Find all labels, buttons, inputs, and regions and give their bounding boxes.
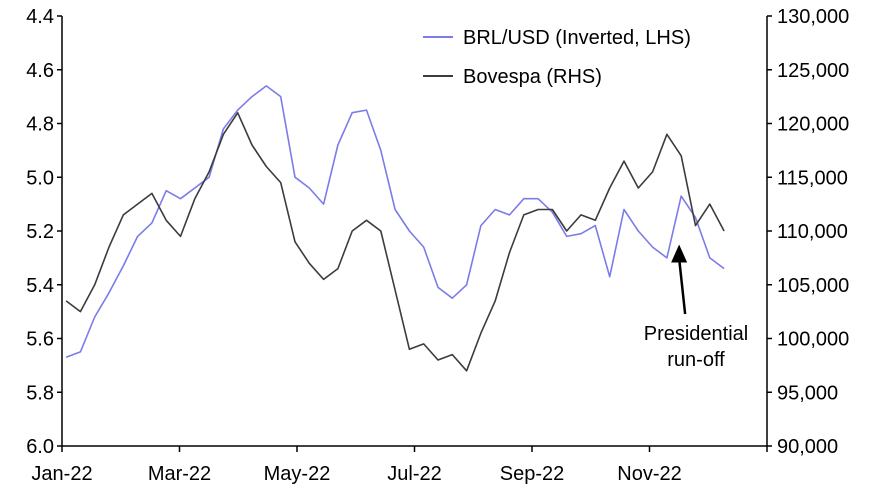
left-tick-label: 5.4 (26, 275, 54, 297)
x-tick-label: Jul-22 (387, 463, 441, 485)
annotation-text: Presidential (644, 323, 749, 345)
left-tick-label: 4.8 (26, 114, 54, 136)
bovespa-series-line (65, 112, 725, 372)
right-tick-label: 125,000 (777, 60, 849, 82)
annotation-arrow-head (671, 244, 688, 263)
annotation-arrow-shaft (677, 258, 687, 315)
annotation-text: run-off (667, 349, 725, 371)
left-tick-label: 5.8 (26, 382, 54, 404)
right-tick-label: 110,000 (777, 221, 848, 243)
right-tick-label: 105,000 (777, 275, 849, 297)
brl-usd-series-line (65, 85, 725, 359)
right-tick-label: 95,000 (777, 382, 838, 404)
x-tick-label: Jan-22 (31, 463, 92, 485)
legend-label: Bovespa (RHS) (463, 66, 602, 88)
legend: BRL/USD (Inverted, LHS) Bovespa (RHS) (423, 27, 691, 88)
annotation: Presidential run-off (644, 244, 749, 371)
right-tick-label: 115,000 (777, 167, 848, 189)
x-tick-label: Sep-22 (500, 463, 565, 485)
right-axis-ticks: 130,000 125,000 120,000 115,000 110,000 105,0… (767, 6, 849, 458)
right-tick-label: 100,000 (777, 329, 849, 351)
x-axis-ticks: Jan-22 Mar-22 May-22 Jul-22 Sep-22 Nov-22 (31, 446, 768, 485)
right-tick-label: 130,000 (777, 6, 849, 28)
left-tick-label: 6.0 (26, 436, 54, 458)
left-tick-label: 5.0 (26, 167, 54, 189)
left-tick-label: 5.2 (26, 221, 54, 243)
x-tick-label: May-22 (264, 463, 331, 485)
left-tick-label: 5.6 (26, 329, 54, 351)
left-tick-label: 4.6 (26, 60, 54, 82)
x-tick-label: Nov-22 (617, 463, 681, 485)
right-tick-label: 90,000 (777, 436, 838, 458)
right-tick-label: 120,000 (777, 114, 849, 136)
legend-label: BRL/USD (Inverted, LHS) (463, 27, 691, 49)
left-tick-label: 4.4 (26, 6, 54, 28)
x-tick-label: Mar-22 (148, 463, 211, 485)
series-group (65, 85, 725, 372)
left-axis-ticks: 4.4 4.6 4.8 5.0 5.2 5.4 5.6 5.8 6.0 (26, 6, 62, 458)
